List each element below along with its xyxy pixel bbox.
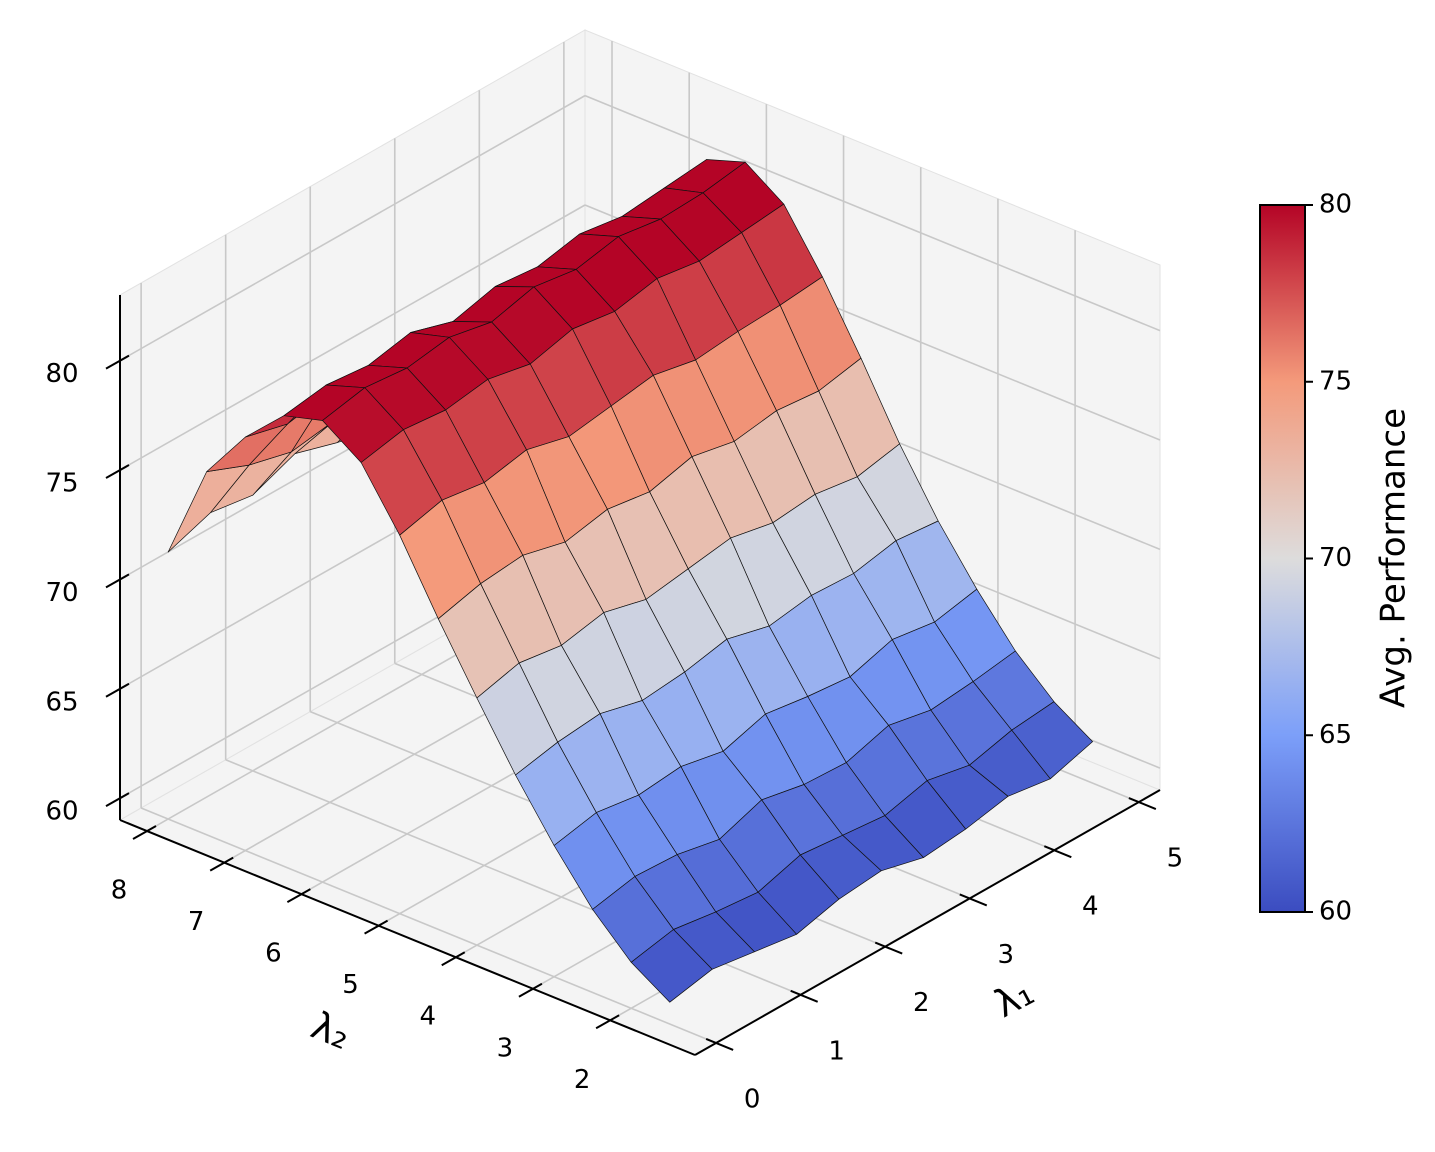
y-tick <box>132 825 157 840</box>
x-tick-label: 1 <box>828 1036 845 1066</box>
y-tick <box>209 856 234 872</box>
surface <box>167 159 1093 1003</box>
x-axis-label: λ₁ <box>987 970 1041 1027</box>
x-tick <box>790 989 819 1003</box>
x-tick-label: 4 <box>1082 892 1099 922</box>
y-tick-label: 4 <box>419 1002 436 1032</box>
colorbar-label: Avg. Performance <box>1374 408 1414 708</box>
y-axis-label: λ₂ <box>305 1003 356 1058</box>
colorbar-tick-label: 70 <box>1319 543 1352 573</box>
x-tick <box>959 893 988 907</box>
colorbar-tick-label: 65 <box>1319 720 1352 750</box>
x-tick <box>874 941 903 955</box>
z-tick <box>105 573 130 589</box>
colorbar-tick-label: 60 <box>1319 897 1352 927</box>
z-tick-label: 75 <box>45 469 78 499</box>
x-tick <box>705 1038 734 1051</box>
x-tick <box>1128 797 1157 810</box>
z-tick <box>105 792 130 807</box>
y-tick-label: 7 <box>188 907 205 937</box>
y-tick-label: 6 <box>265 939 282 969</box>
x-tick-label: 2 <box>913 988 930 1018</box>
y-tick-label: 5 <box>342 970 359 1000</box>
y-tick-label: 8 <box>111 876 128 906</box>
y-tick <box>595 1014 620 1030</box>
x-axis-line <box>694 789 1161 1056</box>
z-tick <box>105 464 130 479</box>
z-tick-label: 60 <box>45 797 78 827</box>
surface-face <box>630 929 713 1003</box>
grid-line <box>119 94 586 362</box>
z-tick-label: 80 <box>45 359 78 389</box>
z-tick <box>105 354 130 370</box>
y-tick <box>441 951 466 967</box>
x-tick-label: 5 <box>1167 844 1184 874</box>
y-axis-line <box>119 819 696 1056</box>
grid-line <box>140 807 717 1044</box>
z-tick-label: 70 <box>45 578 78 608</box>
y-tick <box>364 919 389 935</box>
colorbar: 60 65 70 75 80 <box>1259 190 1352 927</box>
colorbar-scale <box>1259 204 1306 913</box>
y-tick-label: 2 <box>574 1065 591 1095</box>
grid-line <box>584 94 1161 332</box>
y-tick-label: 3 <box>497 1033 514 1063</box>
x-tick <box>1043 845 1072 859</box>
grid-line <box>119 204 586 471</box>
colorbar-tick-label: 80 <box>1319 190 1352 220</box>
z-tick-label: 65 <box>45 687 78 717</box>
z-tick <box>105 682 130 698</box>
y-tick <box>286 888 311 903</box>
axes: 0 1 2 3 4 5 2 3 4 5 6 7 8 60 65 70 75 80 <box>45 295 1183 1114</box>
x-tick-label: 3 <box>997 940 1014 970</box>
colorbar-tick-label: 75 <box>1319 366 1352 396</box>
x-tick-label: 0 <box>744 1084 761 1114</box>
y-tick <box>518 982 543 998</box>
